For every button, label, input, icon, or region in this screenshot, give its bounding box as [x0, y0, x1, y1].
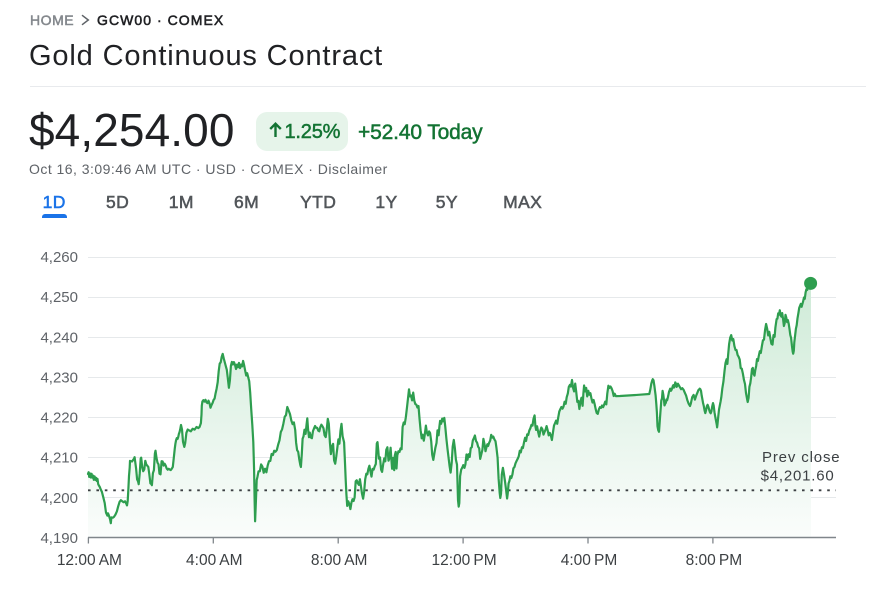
svg-text:4,230: 4,230 [40, 369, 78, 386]
svg-text:4:00 AM: 4:00 AM [186, 552, 243, 569]
svg-text:Prev close: Prev close [762, 449, 841, 466]
svg-text:4,220: 4,220 [40, 410, 78, 427]
svg-text:8:00 AM: 8:00 AM [311, 552, 368, 569]
svg-text:12:00 PM: 12:00 PM [432, 552, 497, 569]
svg-text:4,200: 4,200 [40, 490, 78, 507]
svg-text:8:00 PM: 8:00 PM [686, 552, 743, 569]
svg-text:4,260: 4,260 [40, 249, 78, 266]
svg-text:4,240: 4,240 [40, 329, 78, 346]
svg-text:4,190: 4,190 [40, 530, 78, 547]
svg-text:4:00 PM: 4:00 PM [561, 552, 618, 569]
svg-text:4,210: 4,210 [40, 450, 78, 467]
svg-text:12:00 AM: 12:00 AM [57, 552, 122, 569]
svg-text:$4,201.60: $4,201.60 [761, 468, 835, 485]
svg-text:4,250: 4,250 [40, 289, 78, 306]
